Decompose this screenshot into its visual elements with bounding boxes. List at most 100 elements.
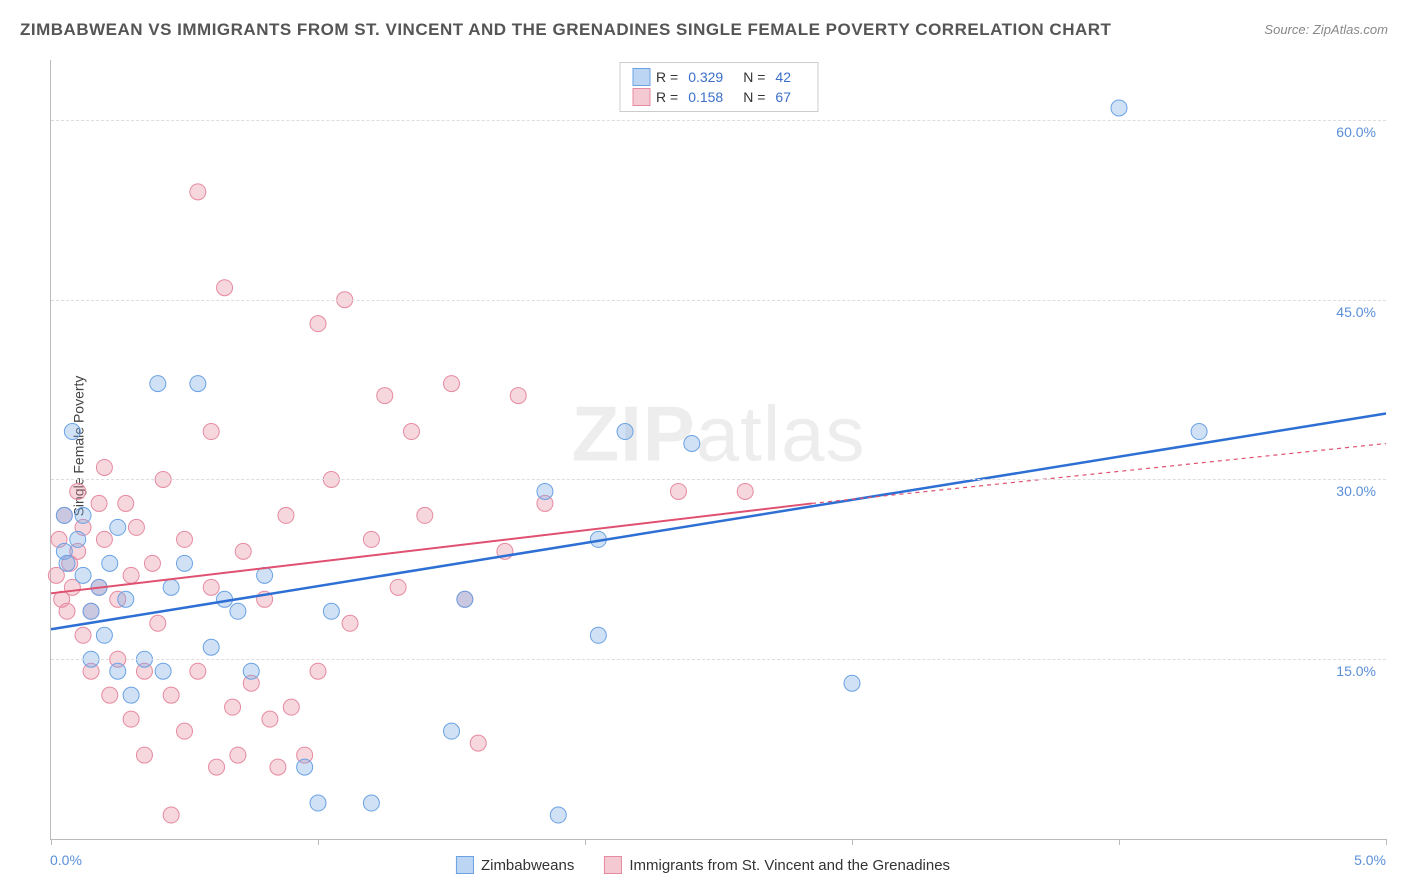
legend-item-1: Zimbabweans: [456, 856, 574, 874]
data-point: [59, 603, 75, 619]
gridline: [51, 300, 1386, 301]
data-point: [390, 579, 406, 595]
data-point: [262, 711, 278, 727]
data-point: [96, 531, 112, 547]
xtick: [585, 839, 586, 845]
xtick: [1386, 839, 1387, 845]
data-point: [128, 519, 144, 535]
data-point: [102, 687, 118, 703]
data-point: [310, 663, 326, 679]
data-point: [64, 424, 80, 440]
data-point: [310, 795, 326, 811]
data-point: [102, 555, 118, 571]
data-point: [177, 555, 193, 571]
data-point: [70, 483, 86, 499]
data-point: [230, 747, 246, 763]
data-point: [123, 567, 139, 583]
ytick-label: 60.0%: [1336, 124, 1376, 140]
data-point: [243, 663, 259, 679]
source-label: Source: ZipAtlas.com: [1264, 22, 1388, 37]
data-point: [444, 723, 460, 739]
series-legend: Zimbabweans Immigrants from St. Vincent …: [456, 856, 950, 874]
data-point: [209, 759, 225, 775]
plot-area: ZIPatlas R = 0.329 N = 42 R = 0.158 N = …: [50, 60, 1386, 840]
data-point: [550, 807, 566, 823]
xtick: [852, 839, 853, 845]
trend-line-2-dashed: [812, 444, 1386, 504]
data-point: [150, 376, 166, 392]
data-point: [155, 663, 171, 679]
data-point: [75, 627, 91, 643]
data-point: [537, 483, 553, 499]
source-prefix: Source:: [1264, 22, 1309, 37]
data-point: [83, 603, 99, 619]
data-point: [203, 639, 219, 655]
data-point: [144, 555, 160, 571]
data-point: [177, 531, 193, 547]
data-point: [91, 495, 107, 511]
data-point: [190, 663, 206, 679]
data-point: [56, 507, 72, 523]
data-point: [684, 436, 700, 452]
chart-title: ZIMBABWEAN VS IMMIGRANTS FROM ST. VINCEN…: [20, 20, 1111, 40]
data-point: [110, 663, 126, 679]
data-point: [163, 807, 179, 823]
data-point: [310, 316, 326, 332]
data-point: [203, 424, 219, 440]
data-point: [270, 759, 286, 775]
data-point: [457, 591, 473, 607]
ytick-label: 45.0%: [1336, 304, 1376, 320]
data-point: [123, 687, 139, 703]
gridline: [51, 659, 1386, 660]
data-point: [297, 759, 313, 775]
xtick: [318, 839, 319, 845]
ytick-label: 15.0%: [1336, 663, 1376, 679]
data-point: [844, 675, 860, 691]
legend-item-2: Immigrants from St. Vincent and the Gren…: [604, 856, 950, 874]
chart-container: ZIMBABWEAN VS IMMIGRANTS FROM ST. VINCEN…: [0, 0, 1406, 892]
data-point: [118, 495, 134, 511]
xaxis-max-label: 5.0%: [1354, 852, 1386, 868]
data-point: [70, 531, 86, 547]
data-point: [230, 603, 246, 619]
data-point: [444, 376, 460, 392]
gridline: [51, 479, 1386, 480]
gridline: [51, 120, 1386, 121]
data-point: [470, 735, 486, 751]
data-point: [190, 184, 206, 200]
data-point: [136, 747, 152, 763]
data-point: [670, 483, 686, 499]
data-point: [163, 687, 179, 703]
legend-swatch-1: [456, 856, 474, 874]
data-point: [1111, 100, 1127, 116]
data-point: [190, 376, 206, 392]
data-point: [342, 615, 358, 631]
data-point: [417, 507, 433, 523]
data-point: [1191, 424, 1207, 440]
data-point: [203, 579, 219, 595]
source-value: ZipAtlas.com: [1313, 22, 1388, 37]
data-point: [377, 388, 393, 404]
legend-swatch-2: [604, 856, 622, 874]
data-point: [510, 388, 526, 404]
data-point: [75, 507, 91, 523]
data-point: [123, 711, 139, 727]
trend-line-1: [51, 414, 1386, 630]
data-point: [737, 483, 753, 499]
data-point: [217, 280, 233, 296]
legend-label-1: Zimbabweans: [481, 857, 574, 874]
data-point: [75, 567, 91, 583]
ytick-label: 30.0%: [1336, 483, 1376, 499]
data-point: [323, 603, 339, 619]
data-point: [163, 579, 179, 595]
xtick: [1119, 839, 1120, 845]
data-point: [363, 531, 379, 547]
data-point: [283, 699, 299, 715]
data-point: [617, 424, 633, 440]
data-point: [59, 555, 75, 571]
legend-label-2: Immigrants from St. Vincent and the Gren…: [629, 857, 950, 874]
data-point: [177, 723, 193, 739]
data-point: [96, 627, 112, 643]
data-point: [235, 543, 251, 559]
data-point: [403, 424, 419, 440]
